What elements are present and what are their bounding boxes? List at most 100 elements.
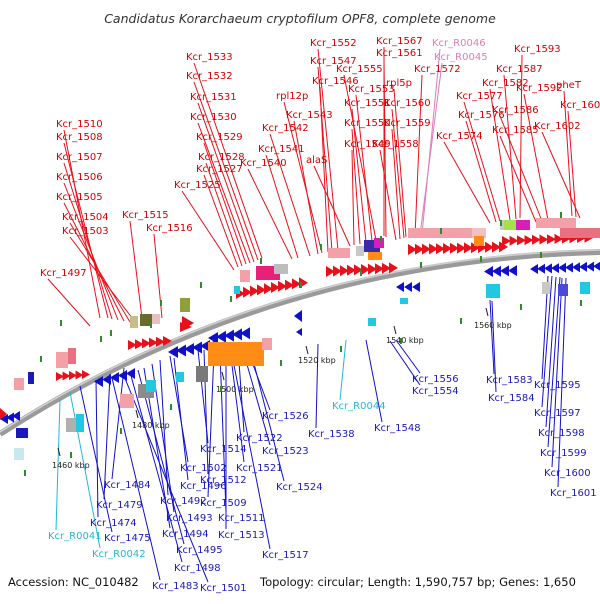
forward-gene-arrow[interactable] [149,337,158,348]
gene-label-kcr_1492[interactable]: Kcr_1492 [160,496,207,507]
gene-block-pale[interactable] [472,228,486,238]
gene-block-cyan[interactable] [486,284,500,298]
gene-label-kcr_1510[interactable]: Kcr_1510 [56,119,103,130]
gene-label-kcr_1586[interactable]: Kcr_1586 [492,105,539,116]
gene-label-kcr_1553[interactable]: Kcr_1553 [348,84,395,95]
gene-label-kcr_r0044[interactable]: Kcr_R0044 [332,401,386,412]
reverse-gene-arrow[interactable] [216,330,226,343]
gene-label-kcr_1592[interactable]: Kcr_1592 [516,83,563,94]
forward-gene-arrow[interactable] [471,242,480,254]
reverse-gene-arrow[interactable] [110,372,119,383]
forward-gene-arrow[interactable] [547,234,556,245]
gene-label-kcr_1603[interactable]: Kcr_1603 [560,100,600,111]
gene-block-cyan[interactable] [76,414,84,432]
reverse-gene-arrow[interactable] [240,327,250,340]
forward-gene-arrow[interactable] [326,266,335,277]
reverse-gene-arrow[interactable] [396,282,404,292]
reverse-gene-arrow[interactable] [412,282,420,292]
forward-gene-arrow[interactable] [75,370,84,380]
forward-gene-arrow[interactable] [554,233,564,244]
gene-block-blue[interactable] [558,284,568,296]
gene-label-kcr_1572[interactable]: Kcr_1572 [414,64,461,75]
gene-label-kcr_1533[interactable]: Kcr_1533 [186,52,233,63]
gene-block-cyan[interactable] [146,380,156,392]
forward-gene-arrow[interactable] [292,278,301,290]
gene-block-magenta[interactable] [374,238,384,248]
reverse-gene-arrow[interactable] [94,376,103,387]
gene-label-kcr_1549[interactable]: Kcr_1549 [344,139,391,150]
gene-label-kcr_1512[interactable]: Kcr_1512 [200,475,247,486]
gene-label-kcr_1524[interactable]: Kcr_1524 [276,482,323,493]
gene-label-kcr_1548[interactable]: Kcr_1548 [374,423,421,434]
reverse-gene-arrow[interactable] [537,263,545,274]
gene-label-kcr_1527[interactable]: Kcr_1527 [196,164,243,175]
gene-label-kcr_1531[interactable]: Kcr_1531 [190,92,237,103]
forward-gene-arrow[interactable] [429,243,438,255]
gene-label-kcr_1538[interactable]: Kcr_1538 [308,429,355,440]
forward-gene-arrow[interactable] [389,262,398,274]
gene-label-kcr_1515[interactable]: Kcr_1515 [122,210,169,221]
gene-block-orange[interactable] [208,342,264,366]
gene-block-gray[interactable] [196,366,208,382]
forward-gene-arrow[interactable] [0,408,7,420]
gene-block-pink[interactable] [14,378,24,390]
forward-gene-arrow[interactable] [278,280,287,292]
reverse-gene-arrow[interactable] [530,264,538,274]
reverse-gene-arrow[interactable] [579,261,587,272]
gene-label-kcr_1508[interactable]: Kcr_1508 [56,132,103,143]
gene-label-kcr_1513[interactable]: Kcr_1513 [218,530,265,541]
reverse-gene-arrow[interactable] [224,329,234,342]
gene-block-gray[interactable] [356,246,364,256]
gene-block-pink[interactable] [120,394,134,408]
forward-gene-arrow[interactable] [62,371,71,381]
gene-label-kcr_1595[interactable]: Kcr_1595 [534,380,581,391]
forward-gene-arrow[interactable] [82,370,90,379]
forward-gene-arrow[interactable] [156,336,165,347]
reverse-gene-arrow[interactable] [544,263,552,274]
forward-gene-arrow[interactable] [492,241,501,253]
forward-gene-arrow[interactable] [450,242,459,254]
gene-label-kcr_1529[interactable]: Kcr_1529 [196,132,243,143]
reverse-gene-arrow[interactable] [0,414,8,424]
gene-block-cyan[interactable] [368,318,376,326]
gene-label-kcr_1561[interactable]: Kcr_1561 [376,48,423,59]
gene-label-kcr_1523[interactable]: Kcr_1523 [262,446,309,457]
gene-label-kcr_1540[interactable]: Kcr_1540 [240,158,287,169]
gene-label-kcr_r0042[interactable]: Kcr_R0042 [92,549,146,560]
gene-label-kcr_1558[interactable]: Kcr_1558 [372,139,419,150]
gene-label-kcr_1541[interactable]: Kcr_1541 [258,144,305,155]
gene-label-kcr_1521[interactable]: Kcr_1521 [236,463,283,474]
reverse-gene-arrow[interactable] [118,370,127,381]
gene-label-kcr_1532[interactable]: Kcr_1532 [186,71,233,82]
gene-block-gray[interactable] [274,264,288,274]
gene-label-kcr_1493[interactable]: Kcr_1493 [166,513,213,524]
gene-label-kcr_r0041[interactable]: Kcr_R0041 [48,531,102,542]
gene-label-kcr_1602[interactable]: Kcr_1602 [534,121,581,132]
gene-label-kcr_1543[interactable]: Kcr_1543 [286,110,333,121]
gene-label-kcr_1525[interactable]: Kcr_1525 [174,180,221,191]
reverse-gene-arrow[interactable] [176,344,186,357]
gene-label-kcr_1556[interactable]: Kcr_1556 [412,374,459,385]
gene-block-orange[interactable] [368,252,382,260]
gene-block-gray[interactable] [542,282,550,294]
forward-gene-arrow[interactable] [243,286,252,298]
reverse-gene-arrow[interactable] [500,265,509,277]
reverse-gene-arrow[interactable] [200,340,210,352]
forward-gene-arrow[interactable] [532,234,541,245]
reverse-gene-arrow[interactable] [232,328,242,341]
forward-gene-arrow[interactable] [271,282,280,293]
reverse-gene-arrow[interactable] [192,341,202,354]
reverse-gene-arrow[interactable] [12,411,20,421]
reverse-gene-arrow[interactable] [492,265,501,277]
gene-label-kcr_1501[interactable]: Kcr_1501 [200,583,247,594]
gene-block-magenta[interactable] [516,220,530,230]
reverse-gene-arrow[interactable] [168,346,178,358]
reverse-gene-arrow[interactable] [294,310,302,322]
reverse-gene-arrow[interactable] [558,262,566,273]
gene-block-olive[interactable] [180,298,190,312]
forward-gene-arrow[interactable] [408,244,417,255]
forward-gene-arrow[interactable] [443,243,452,254]
forward-gene-arrow[interactable] [517,235,526,246]
reverse-gene-arrow[interactable] [565,262,573,273]
gene-block-pink[interactable] [262,338,272,350]
